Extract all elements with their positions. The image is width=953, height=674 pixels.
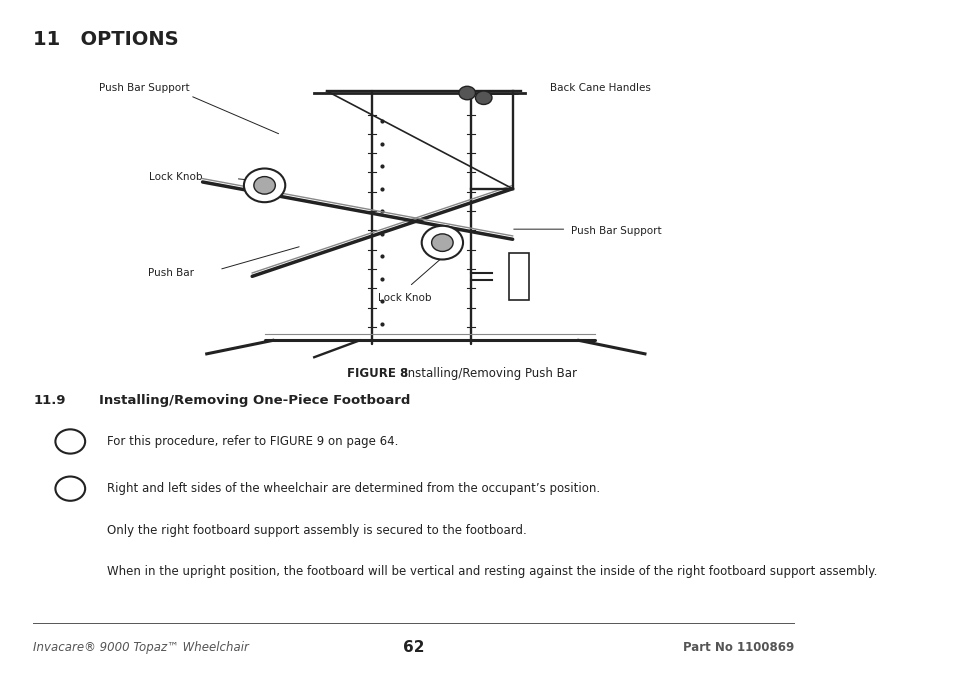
Circle shape xyxy=(244,168,285,202)
Text: Push Bar Support: Push Bar Support xyxy=(99,83,190,93)
Circle shape xyxy=(475,91,492,104)
Text: Only the right footboard support assembly is secured to the footboard.: Only the right footboard support assembl… xyxy=(108,524,527,537)
Text: Installing/Removing One-Piece Footboard: Installing/Removing One-Piece Footboard xyxy=(99,394,410,407)
Text: Back Cane Handles: Back Cane Handles xyxy=(549,83,650,93)
Text: Push Bar Support: Push Bar Support xyxy=(570,226,660,235)
Text: i: i xyxy=(69,484,72,493)
Text: Right and left sides of the wheelchair are determined from the occupant’s positi: Right and left sides of the wheelchair a… xyxy=(108,482,600,495)
Text: When in the upright position, the footboard will be vertical and resting against: When in the upright position, the footbo… xyxy=(108,565,877,578)
Circle shape xyxy=(253,177,275,194)
Text: Lock Knob: Lock Knob xyxy=(149,172,202,181)
Text: Installing/Removing Push Bar: Installing/Removing Push Bar xyxy=(393,367,577,380)
Text: Lock Knob: Lock Knob xyxy=(378,293,432,303)
Circle shape xyxy=(55,477,85,501)
Circle shape xyxy=(55,429,85,454)
Text: For this procedure, refer to FIGURE 9 on page 64.: For this procedure, refer to FIGURE 9 on… xyxy=(108,435,398,448)
Text: 11.9: 11.9 xyxy=(33,394,66,407)
Text: Invacare® 9000 Topaz™ Wheelchair: Invacare® 9000 Topaz™ Wheelchair xyxy=(33,640,249,654)
Text: Part No 1100869: Part No 1100869 xyxy=(681,640,793,654)
Circle shape xyxy=(431,234,453,251)
Circle shape xyxy=(421,226,462,259)
Bar xyxy=(508,253,529,300)
Text: 62: 62 xyxy=(402,640,424,654)
Text: 11   OPTIONS: 11 OPTIONS xyxy=(33,30,178,49)
Circle shape xyxy=(458,86,475,100)
Text: FIGURE 8: FIGURE 8 xyxy=(347,367,408,380)
Text: Push Bar: Push Bar xyxy=(148,268,194,278)
Text: i: i xyxy=(69,437,72,446)
